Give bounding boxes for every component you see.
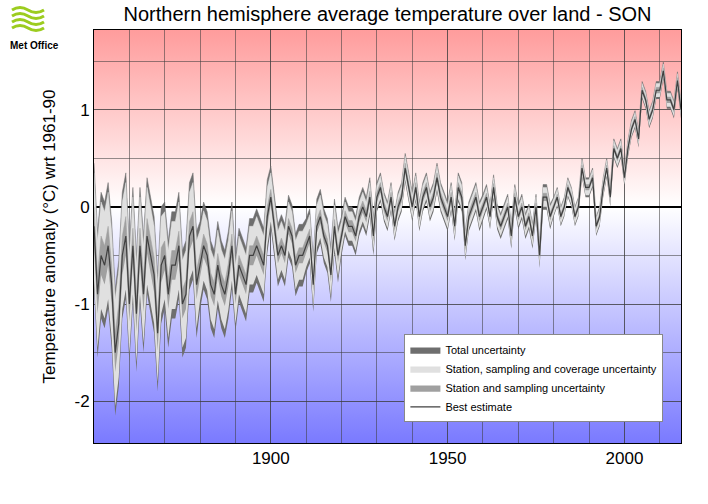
svg-text:Total uncertainty: Total uncertainty <box>445 344 526 356</box>
svg-text:Station and sampling uncertain: Station and sampling uncertainty <box>445 382 605 394</box>
svg-text:-1: -1 <box>74 295 89 314</box>
svg-text:-2: -2 <box>74 392 89 411</box>
svg-text:Temperature anomaly (°C) wrt 1: Temperature anomaly (°C) wrt 1961-90 <box>40 89 59 383</box>
svg-text:Station, sampling and coverage: Station, sampling and coverage uncertain… <box>445 363 656 375</box>
svg-text:1: 1 <box>80 101 89 120</box>
svg-text:1950: 1950 <box>429 449 467 468</box>
svg-text:Northern hemisphere average te: Northern hemisphere average temperature … <box>123 3 651 25</box>
svg-text:2000: 2000 <box>606 449 644 468</box>
svg-text:Met Office: Met Office <box>10 40 59 51</box>
svg-text:1900: 1900 <box>252 449 290 468</box>
svg-text:Best estimate: Best estimate <box>445 401 512 413</box>
svg-text:0: 0 <box>80 198 89 217</box>
